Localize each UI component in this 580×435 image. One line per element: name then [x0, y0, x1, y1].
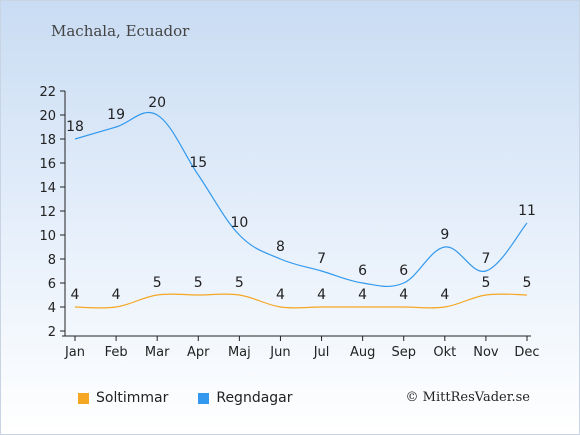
data-label-soltimmar: 5 [194, 275, 203, 291]
x-tick-label: Jan [64, 345, 85, 360]
y-tick-label: 22 [39, 85, 56, 100]
y-tick-label: 6 [48, 277, 56, 292]
x-tick-label: Nov [473, 345, 499, 360]
x-tick-label: Mar [145, 345, 170, 360]
data-label-soltimmar: 5 [153, 275, 162, 291]
data-label-soltimmar: 5 [481, 275, 490, 291]
x-tick-label: Apr [187, 345, 210, 360]
data-label-regndagar: 20 [148, 95, 166, 111]
y-tick-label: 8 [48, 253, 56, 268]
legend: Soltimmar Regndagar [78, 390, 323, 406]
legend-item-regndagar: Regndagar [198, 390, 293, 406]
data-label-regndagar: 10 [230, 215, 248, 231]
data-label-regndagar: 19 [107, 107, 125, 123]
x-tick-label: Okt [433, 345, 456, 360]
x-tick-label: Maj [228, 345, 251, 360]
y-tick-label: 10 [39, 229, 56, 244]
data-label-regndagar: 9 [440, 227, 449, 243]
x-tick-label: Dec [514, 345, 539, 360]
credit-link[interactable]: © MittResVader.se [405, 390, 530, 405]
y-tick-label: 2 [48, 325, 56, 340]
legend-swatch-soltimmar [78, 392, 89, 404]
series-line-soltimmar [74, 293, 528, 309]
y-tick-label: 4 [48, 301, 56, 316]
data-label-regndagar: 11 [518, 203, 536, 219]
legend-label-soltimmar: Soltimmar [96, 390, 169, 406]
data-label-soltimmar: 5 [235, 275, 244, 291]
x-tick-label: Feb [105, 345, 128, 360]
x-tick-label: Sep [391, 345, 416, 360]
legend-item-soltimmar: Soltimmar [78, 390, 168, 406]
data-label-regndagar: 8 [276, 239, 285, 255]
data-label-regndagar: 6 [358, 263, 367, 279]
y-tick-label: 14 [39, 181, 56, 196]
x-tick-label: Aug [350, 345, 375, 360]
data-label-soltimmar: 5 [523, 275, 532, 291]
series-line-regndagar [74, 112, 528, 288]
data-label-soltimmar: 4 [317, 287, 326, 303]
data-label-soltimmar: 4 [71, 287, 80, 303]
y-tick-label: 12 [39, 205, 56, 220]
chart-title: Machala, Ecuador [51, 22, 190, 40]
x-tick-label: Jul [313, 345, 330, 360]
data-label-soltimmar: 4 [399, 287, 408, 303]
legend-swatch-regndagar [198, 392, 210, 404]
data-label-regndagar: 18 [66, 119, 84, 135]
data-label-soltimmar: 4 [112, 287, 121, 303]
x-tick-label: Jun [269, 345, 290, 360]
data-label-soltimmar: 4 [358, 287, 367, 303]
data-label-regndagar: 7 [317, 251, 326, 267]
data-label-regndagar: 7 [481, 251, 490, 267]
data-label-regndagar: 6 [399, 263, 408, 279]
y-tick-label: 20 [39, 109, 56, 124]
y-tick-label: 16 [39, 157, 56, 172]
y-tick-label: 18 [39, 133, 56, 148]
data-label-regndagar: 15 [189, 155, 207, 171]
legend-label-regndagar: Regndagar [216, 390, 293, 406]
data-label-soltimmar: 4 [440, 287, 449, 303]
data-label-soltimmar: 4 [276, 287, 285, 303]
